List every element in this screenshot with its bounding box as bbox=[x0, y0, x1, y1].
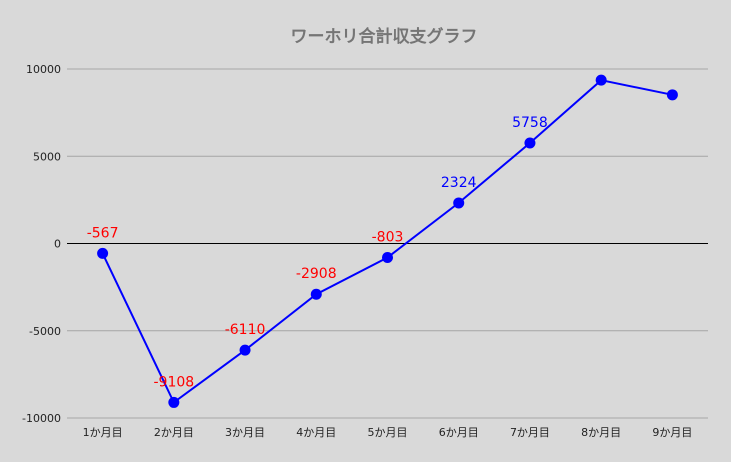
y-tick-label: 10000 bbox=[26, 63, 61, 76]
data-label: -6110 bbox=[225, 322, 266, 338]
x-tick-label: 6か月目 bbox=[439, 426, 479, 439]
y-tick-label: -5000 bbox=[29, 325, 61, 338]
x-tick-label: 9か月目 bbox=[652, 426, 692, 439]
data-point bbox=[168, 396, 180, 408]
y-tick-label: 5000 bbox=[33, 150, 61, 163]
gridlines bbox=[67, 68, 708, 419]
data-point bbox=[524, 137, 536, 149]
data-label: -803 bbox=[372, 230, 404, 246]
data-point bbox=[453, 197, 465, 209]
data-points bbox=[97, 74, 678, 408]
data-labels: -567 -9108 -6110 -2908 -803 2324 5758 bbox=[87, 115, 548, 390]
x-tick-label: 1か月目 bbox=[83, 426, 123, 439]
x-tick-label: 2か月目 bbox=[154, 426, 194, 439]
data-label: 2324 bbox=[441, 175, 477, 191]
y-axis-ticks: 10000 5000 0 -5000 -10000 bbox=[22, 63, 61, 425]
data-label: -9108 bbox=[153, 374, 194, 390]
x-tick-label: 4か月目 bbox=[296, 426, 336, 439]
x-tick-label: 7か月目 bbox=[510, 426, 550, 439]
y-tick-label: 0 bbox=[54, 238, 61, 251]
x-axis-ticks: 1か月目 2か月目 3か月目 4か月目 5か月目 6か月目 7か月目 8か月目 9か月目 bbox=[83, 426, 693, 439]
data-label: -2908 bbox=[296, 266, 337, 282]
data-label: -567 bbox=[87, 225, 119, 241]
data-point bbox=[97, 247, 109, 259]
data-label: 5758 bbox=[512, 115, 548, 131]
x-tick-label: 5か月目 bbox=[368, 426, 408, 439]
x-tick-label: 8か月目 bbox=[581, 426, 621, 439]
y-tick-label: -10000 bbox=[22, 412, 61, 425]
data-point bbox=[666, 89, 678, 101]
x-tick-label: 3か月目 bbox=[225, 426, 265, 439]
data-point bbox=[382, 252, 393, 264]
data-point bbox=[239, 344, 251, 356]
data-point bbox=[310, 288, 322, 300]
chart-title: ワーホリ合計収支グラフ bbox=[291, 26, 478, 47]
data-point bbox=[595, 74, 607, 86]
